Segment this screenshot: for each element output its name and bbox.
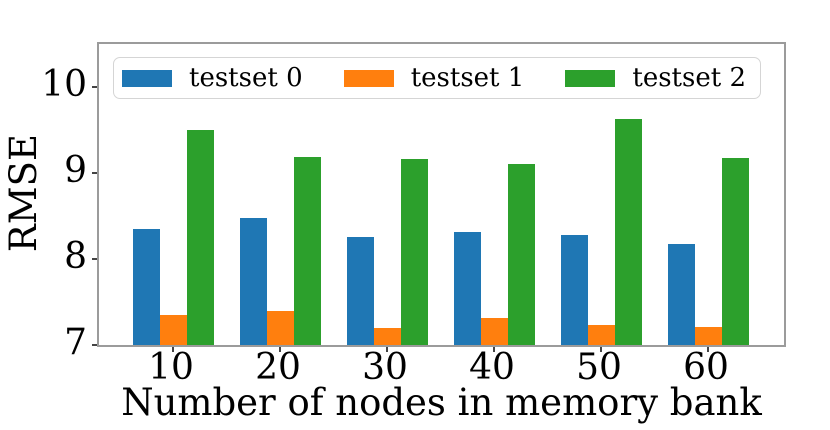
legend-label-testset-1: testset 1 bbox=[410, 63, 525, 93]
bar-testset1-x20 bbox=[266, 310, 294, 345]
bar-testset1-x60 bbox=[694, 326, 722, 345]
legend-swatch-testset-1-icon bbox=[343, 69, 394, 87]
bar-testset1-x30 bbox=[373, 327, 401, 345]
bar-testset1-x40 bbox=[480, 318, 508, 345]
bar-testset1-x10 bbox=[159, 314, 187, 345]
legend: testset 0 testset 1 testset 2 bbox=[113, 57, 761, 99]
y-tick-mark-7 bbox=[92, 344, 97, 346]
legend-label-testset-0: testset 0 bbox=[189, 63, 303, 93]
bar-testset1-x50 bbox=[587, 325, 615, 345]
bar-testset0-x30 bbox=[346, 236, 374, 345]
x-tick-mark-40 bbox=[493, 347, 495, 352]
bar-testset2-x60 bbox=[721, 158, 749, 345]
legend-swatch-testset-2-icon bbox=[565, 69, 616, 87]
bar-testset2-x40 bbox=[507, 164, 535, 345]
legend-label-testset-2: testset 2 bbox=[632, 63, 746, 93]
legend-swatch-testset-0-icon bbox=[122, 69, 172, 87]
bar-testset0-x60 bbox=[667, 243, 695, 345]
bar-testset0-x10 bbox=[132, 228, 160, 345]
x-tick-label-50: 50 bbox=[576, 347, 622, 388]
plot-area: testset 0 testset 1 testset 2 bbox=[92, 42, 786, 352]
y-tick-label-10: 10 bbox=[41, 64, 87, 105]
bar-testset0-x50 bbox=[560, 234, 588, 345]
y-tick-label-8: 8 bbox=[64, 236, 87, 277]
bar-testset0-x40 bbox=[453, 232, 481, 345]
y-tick-mark-8 bbox=[92, 258, 97, 260]
x-tick-label-40: 40 bbox=[469, 347, 515, 388]
x-tick-label-10: 10 bbox=[148, 347, 194, 388]
bar-testset2-x10 bbox=[186, 130, 214, 345]
x-tick-mark-10 bbox=[172, 347, 174, 352]
bar-testset0-x20 bbox=[239, 217, 267, 345]
x-axis-label: Number of nodes in memory bank bbox=[121, 381, 762, 424]
bar-testset2-x50 bbox=[614, 118, 642, 345]
legend-entry-testset-1: testset 1 bbox=[343, 63, 525, 93]
x-tick-mark-30 bbox=[386, 347, 388, 352]
bar-testset2-x20 bbox=[293, 156, 321, 345]
y-tick-label-7: 7 bbox=[64, 322, 87, 363]
y-tick-mark-9 bbox=[92, 172, 97, 174]
x-tick-mark-20 bbox=[279, 347, 281, 352]
legend-entry-testset-0: testset 0 bbox=[122, 63, 303, 93]
x-tick-label-60: 60 bbox=[683, 347, 729, 388]
y-tick-mark-10 bbox=[92, 86, 97, 88]
bar-testset2-x30 bbox=[400, 159, 428, 345]
x-tick-mark-60 bbox=[707, 347, 709, 352]
y-tick-label-9: 9 bbox=[64, 150, 87, 191]
x-tick-mark-50 bbox=[600, 347, 602, 352]
x-tick-label-30: 30 bbox=[362, 347, 408, 388]
x-tick-label-20: 20 bbox=[255, 347, 301, 388]
legend-entry-testset-2: testset 2 bbox=[565, 63, 746, 93]
